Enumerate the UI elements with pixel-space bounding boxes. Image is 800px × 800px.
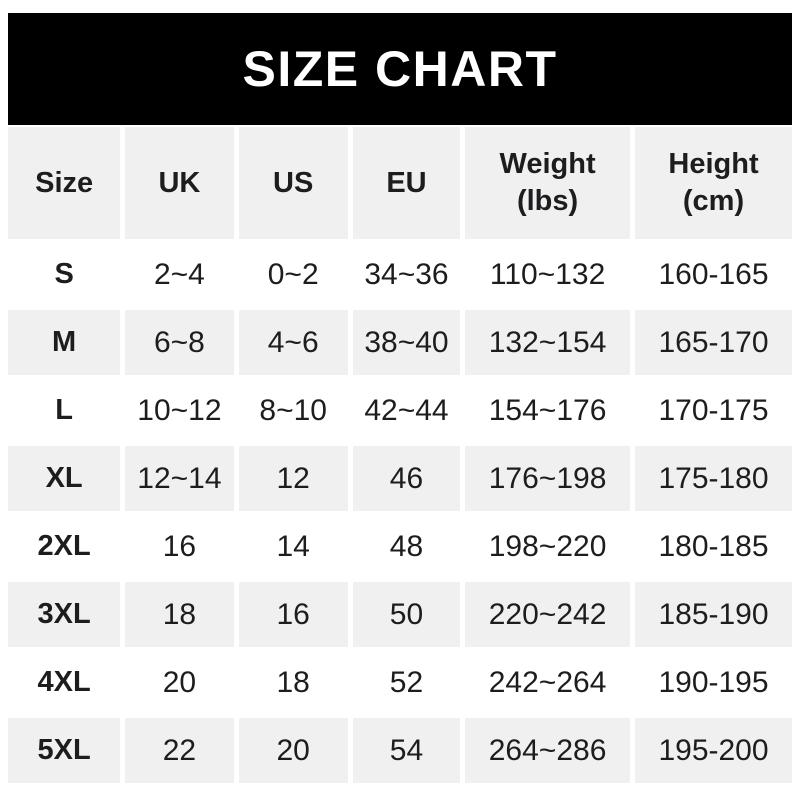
table-cell: 154~176 (465, 378, 631, 443)
table-cell: 4~6 (238, 310, 348, 375)
table-cell: 16 (125, 514, 234, 579)
table-cell: 198~220 (465, 514, 631, 579)
size-label: 3XL (8, 582, 121, 647)
table-cell: 34~36 (352, 242, 461, 307)
table-cell: 18 (125, 582, 234, 647)
column-header-weight-lbs: Weight (lbs) (465, 127, 631, 239)
table-cell: 20 (238, 718, 348, 783)
banner-title: SIZE CHART (242, 41, 558, 97)
table-cell: 110~132 (465, 242, 631, 307)
column-header-uk: UK (125, 127, 234, 239)
size-label: 5XL (8, 718, 121, 783)
column-header-height-cm: Height (cm) (635, 127, 792, 239)
table-cell: 175-180 (635, 446, 792, 511)
table-cell: 20 (125, 650, 234, 715)
table-cell: 190-195 (635, 650, 792, 715)
table-cell: 16 (238, 582, 348, 647)
size-label: XL (8, 446, 121, 511)
table-cell: 176~198 (465, 446, 631, 511)
table-cell: 185-190 (635, 582, 792, 647)
size-label: L (8, 378, 121, 443)
table-cell: 38~40 (352, 310, 461, 375)
column-header-size: Size (8, 127, 121, 239)
table-cell: 242~264 (465, 650, 631, 715)
table-cell: 10~12 (125, 378, 234, 443)
size-label: M (8, 310, 121, 375)
table-cell: 132~154 (465, 310, 631, 375)
table-cell: 12~14 (125, 446, 234, 511)
table-cell: 12 (238, 446, 348, 511)
column-header-us: US (238, 127, 348, 239)
table-cell: 165-170 (635, 310, 792, 375)
table-cell: 2~4 (125, 242, 234, 307)
size-table: Size UK US EU Weight (lbs) Height (cm) S 2~4 0~2… (8, 127, 792, 783)
table-cell: 48 (352, 514, 461, 579)
table-cell: 42~44 (352, 378, 461, 443)
table-cell: 50 (352, 582, 461, 647)
table-cell: 18 (238, 650, 348, 715)
table-cell: 52 (352, 650, 461, 715)
table-cell: 46 (352, 446, 461, 511)
table-cell: 160-165 (635, 242, 792, 307)
table-cell: 264~286 (465, 718, 631, 783)
table-cell: 6~8 (125, 310, 234, 375)
size-chart-banner: SIZE CHART (8, 13, 792, 125)
size-label: 2XL (8, 514, 121, 579)
table-cell: 22 (125, 718, 234, 783)
table-cell: 170-175 (635, 378, 792, 443)
table-cell: 0~2 (238, 242, 348, 307)
table-cell: 220~242 (465, 582, 631, 647)
table-cell: 54 (352, 718, 461, 783)
table-cell: 8~10 (238, 378, 348, 443)
table-cell: 195-200 (635, 718, 792, 783)
column-header-eu: EU (352, 127, 461, 239)
size-label: S (8, 242, 121, 307)
table-cell: 180-185 (635, 514, 792, 579)
size-label: 4XL (8, 650, 121, 715)
table-cell: 14 (238, 514, 348, 579)
